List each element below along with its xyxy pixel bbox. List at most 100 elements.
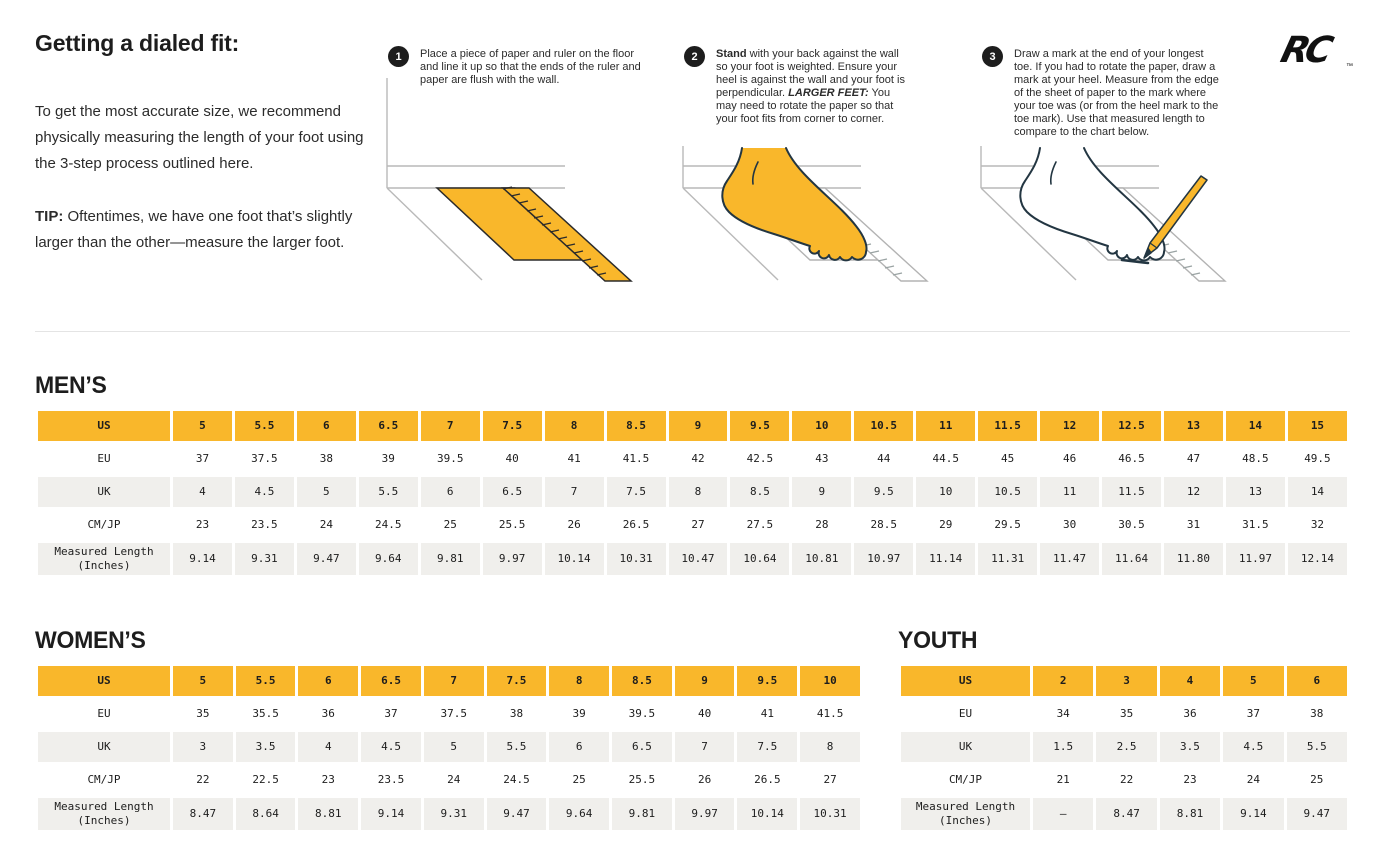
size-row: CM/JP 22 22.5 23 23.5 24 24.5 25 25.5 26 26.5 27 bbox=[38, 765, 860, 795]
size-header-cell: 9.5 bbox=[730, 411, 790, 441]
size-cell: 35 bbox=[196, 707, 210, 720]
size-cell: 9.14 bbox=[361, 798, 421, 830]
size-cell: 10 bbox=[916, 477, 976, 507]
womens-section: WOMEN’S US 5 5.5 6 6.5 7 7.5 8 8.5 9 9.5 10 EU 35 35.5… bbox=[35, 627, 863, 833]
size-cell: 25 bbox=[572, 773, 586, 786]
row-label: US bbox=[901, 666, 1030, 696]
size-cell: 46 bbox=[1062, 452, 1077, 465]
size-cell: 7 bbox=[544, 477, 604, 507]
size-cell: 47 bbox=[1186, 452, 1201, 465]
step-text: with your back against the wall so your … bbox=[716, 48, 905, 99]
size-cell: 5 bbox=[296, 477, 356, 507]
size-cell: 28.5 bbox=[870, 518, 898, 531]
size-cell: 6 bbox=[420, 477, 480, 507]
size-cell: 11.80 bbox=[1164, 543, 1223, 575]
row-label: Measured Length (Inches) bbox=[901, 798, 1030, 830]
size-header-row: US 2 3 4 5 6 bbox=[901, 666, 1347, 696]
size-cell: 42.5 bbox=[746, 452, 774, 465]
size-cell: 12 bbox=[1164, 477, 1223, 507]
size-cell: 9.31 bbox=[423, 798, 484, 830]
size-cell: 11.14 bbox=[916, 543, 976, 575]
size-cell: 24 bbox=[447, 773, 461, 786]
size-cell: 11.97 bbox=[1225, 543, 1285, 575]
size-cell: 39 bbox=[572, 707, 586, 720]
step-text-2: You may need to rotate the paper so that… bbox=[716, 87, 894, 125]
size-header-cell: 4 bbox=[1159, 666, 1221, 696]
size-cell: 9.14 bbox=[173, 543, 232, 575]
size-cell: 9.5 bbox=[854, 477, 914, 507]
size-row: Measured Length (Inches) –8.47 8.81 9.14 9.4… bbox=[901, 798, 1347, 830]
size-cell: 9.47 bbox=[296, 543, 356, 575]
size-cell: 27.5 bbox=[746, 518, 774, 531]
size-cell: 26 bbox=[697, 773, 712, 786]
size-header-cell: 7.5 bbox=[482, 411, 542, 441]
size-cell: 29.5 bbox=[994, 518, 1021, 531]
size-row: CM/JP 21 22 23 24 25 bbox=[901, 765, 1347, 795]
size-cell: 24.5 bbox=[503, 773, 530, 786]
foot-icon bbox=[721, 147, 868, 262]
row-label: Measured Length (Inches) bbox=[38, 543, 170, 575]
size-header-cell: 9 bbox=[668, 411, 728, 441]
size-cell: 11.5 bbox=[1102, 477, 1161, 507]
size-header-cell: 12 bbox=[1040, 411, 1100, 441]
mens-title: MEN’S bbox=[35, 372, 107, 399]
intro-paragraph: To get the most accurate size, we recomm… bbox=[35, 103, 364, 172]
size-cell: 24 bbox=[319, 518, 333, 531]
size-cell: 23 bbox=[1183, 773, 1197, 786]
size-cell: 34 bbox=[1056, 707, 1070, 720]
size-cell: 8 bbox=[668, 477, 728, 507]
size-header-cell: 7 bbox=[423, 666, 484, 696]
size-cell: 49.5 bbox=[1304, 452, 1331, 465]
size-header-cell: 6 bbox=[1286, 666, 1347, 696]
size-cell: 30 bbox=[1062, 518, 1077, 531]
size-cell: 11 bbox=[1040, 477, 1100, 507]
size-cell: 4 bbox=[173, 477, 232, 507]
size-header-cell: 8.5 bbox=[612, 666, 672, 696]
size-cell: 22 bbox=[1119, 773, 1134, 786]
ankle-detail-line bbox=[751, 161, 759, 185]
size-header-cell: 12.5 bbox=[1102, 411, 1161, 441]
size-cell: 8.47 bbox=[1096, 798, 1157, 830]
size-cell: 41 bbox=[760, 707, 774, 720]
size-cell: 4 bbox=[298, 732, 359, 762]
size-header-cell: 9 bbox=[674, 666, 735, 696]
size-cell: 6.5 bbox=[482, 477, 542, 507]
row-label: US bbox=[38, 411, 170, 441]
step-text: Draw a mark at the end of your longest t… bbox=[1014, 48, 1219, 138]
size-cell: 24.5 bbox=[375, 518, 402, 531]
size-cell: 21 bbox=[1056, 773, 1070, 786]
size-cell: 38 bbox=[1310, 707, 1324, 720]
size-cell: 46.5 bbox=[1118, 452, 1145, 465]
size-cell: 9.97 bbox=[482, 543, 542, 575]
size-cell: 9.81 bbox=[420, 543, 480, 575]
size-cell: 36 bbox=[1183, 707, 1197, 720]
size-cell: 48.5 bbox=[1242, 452, 1269, 465]
size-header-cell: 10 bbox=[792, 411, 852, 441]
size-header-cell: 13 bbox=[1164, 411, 1223, 441]
size-header-cell: 6 bbox=[298, 666, 359, 696]
size-cell: 9.64 bbox=[549, 798, 610, 830]
row-label: CM/JP bbox=[948, 773, 983, 786]
size-cell: 9.97 bbox=[674, 798, 735, 830]
size-cell: 11.47 bbox=[1040, 543, 1100, 575]
size-header-cell: 6 bbox=[296, 411, 356, 441]
size-cell: 26.5 bbox=[754, 773, 781, 786]
size-row: CM/JP 23 23.5 24 24.5 25 25.5 26 26.5 27 27.5 28 28.… bbox=[38, 510, 1347, 540]
size-cell: 36 bbox=[321, 707, 335, 720]
row-label: CM/JP bbox=[87, 773, 121, 786]
size-cell: 11.64 bbox=[1102, 543, 1161, 575]
youth-size-table: US 2 3 4 5 6 EU 34 35 36 37 38 UK 1.5 2.5 3.5 4.5 5.5 CM/J… bbox=[898, 663, 1350, 833]
size-cell: 9.31 bbox=[234, 543, 294, 575]
size-row: UK 4 4.5 5 5.5 6 6.5 7 7.5 8 8.5 9 9.5 10 10.5 11 11.5 12… bbox=[38, 477, 1347, 507]
size-header-row: US 5 5.5 6 6.5 7 7.5 8 8.5 9 9.5 10 bbox=[38, 666, 860, 696]
section-divider bbox=[35, 331, 1350, 332]
tip-text: Oftentimes, we have one foot that’s slig… bbox=[35, 208, 353, 251]
size-cell: 26.5 bbox=[622, 518, 650, 531]
size-cell: 23.5 bbox=[377, 773, 405, 786]
size-cell: 2.5 bbox=[1096, 732, 1157, 762]
size-header-cell: 5 bbox=[173, 666, 233, 696]
size-cell: 9.47 bbox=[1286, 798, 1347, 830]
size-cell: 29 bbox=[939, 518, 953, 531]
size-row: EU 37 37.5 38 39 39.5 40 41 41.5 42 42.5 43 44 44.5 45… bbox=[38, 444, 1347, 474]
